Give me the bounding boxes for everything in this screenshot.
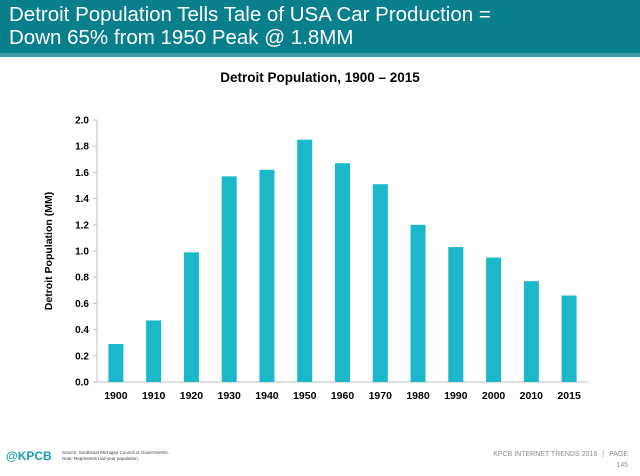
page-label: PAGE — [609, 451, 628, 458]
bar-1920 — [183, 252, 199, 382]
slide-title-line-2: Down 65% from 1950 Peak @ 1.8MM — [9, 26, 354, 49]
y-tick-label: 1.4 — [75, 194, 89, 205]
x-tick-label: 2015 — [557, 390, 581, 402]
x-tick-label: 2010 — [520, 390, 544, 402]
y-tick-label: 1.2 — [75, 220, 89, 231]
y-tick-label: 1.6 — [75, 168, 89, 179]
source-note: Source: Southeast Michigan Council of Go… — [62, 450, 169, 462]
x-tick-label: 1900 — [104, 390, 128, 402]
report-footer: KPCB INTERNET TRENDS 2016 | PAGE — [493, 451, 628, 458]
title-banner-stripe — [0, 53, 640, 57]
x-tick-label: 1990 — [444, 390, 468, 402]
page-number: 145 — [616, 462, 628, 469]
x-tick-label: 1940 — [255, 390, 279, 402]
title-banner — [0, 0, 640, 53]
bar-1940 — [259, 169, 275, 382]
y-tick-label: 2.0 — [75, 116, 89, 127]
logo-text: KPCB — [17, 449, 52, 463]
x-tick-label: 1920 — [180, 390, 204, 402]
note-line: Note: Represents mid-year population. — [62, 456, 140, 461]
chart-title: Detroit Population, 1900 – 2015 — [220, 70, 420, 85]
bar-1960 — [335, 163, 350, 382]
report-name: KPCB INTERNET TRENDS 2016 — [493, 451, 598, 458]
logo-at-symbol: @ — [6, 449, 18, 463]
x-tick-label: 1910 — [142, 390, 166, 402]
bar-2010 — [523, 281, 539, 382]
y-axis-title: Detroit Population (MM) — [43, 192, 55, 310]
y-tick-label: 1.8 — [75, 142, 89, 153]
bar-2000 — [486, 257, 502, 382]
y-tick-label: 0.8 — [75, 273, 89, 284]
y-tick-label: 1.0 — [75, 247, 89, 258]
bar-1990 — [448, 247, 464, 382]
bar-1950 — [297, 139, 313, 382]
slide-title-line-1: Detroit Population Tells Tale of USA Car… — [9, 3, 491, 26]
y-tick-label: 0.4 — [75, 325, 89, 336]
y-tick-label: 0.2 — [75, 351, 89, 362]
x-tick-label: 2000 — [482, 390, 506, 402]
y-tick-label: 0.6 — [75, 299, 89, 310]
bar-1980 — [410, 224, 426, 382]
y-tick-label: 0.0 — [75, 378, 89, 389]
x-tick-label: 1950 — [293, 390, 317, 402]
bar-2015 — [561, 295, 577, 382]
kpcb-logo: @KPCB — [6, 449, 52, 463]
x-tick-label: 1930 — [218, 390, 242, 402]
bar-1970 — [372, 184, 388, 382]
bar-1900 — [108, 344, 124, 382]
bar-1930 — [221, 176, 237, 382]
x-tick-label: 1970 — [369, 390, 393, 402]
footer-separator: | — [602, 451, 605, 458]
source-line: Source: Southeast Michigan Council of Go… — [62, 450, 170, 455]
x-tick-label: 1980 — [406, 390, 430, 402]
x-tick-label: 1960 — [331, 390, 355, 402]
bar-1910 — [146, 320, 162, 382]
